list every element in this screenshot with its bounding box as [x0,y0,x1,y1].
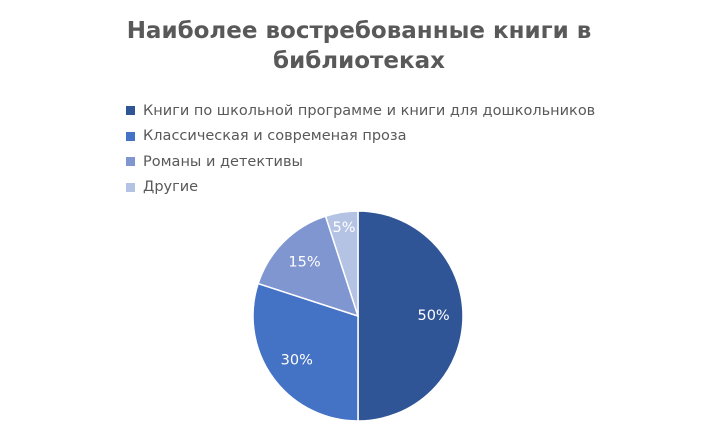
data-label-prose: 30% [281,352,313,368]
data-label-other: 5% [332,220,355,236]
data-label-novels: 15% [288,255,320,271]
data-label-school-books: 50% [417,308,449,324]
